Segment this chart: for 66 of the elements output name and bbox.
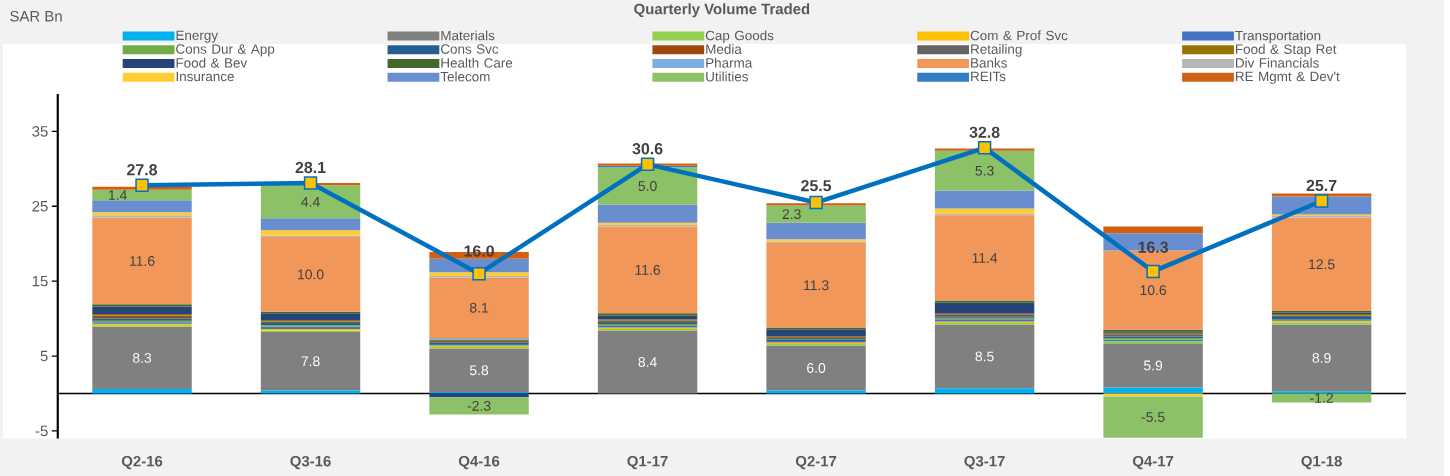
chart-title: Quarterly Volume Traded xyxy=(634,3,810,18)
y-tick-label: 35 xyxy=(32,125,48,137)
x-tick-label: Q2-16 xyxy=(121,455,163,470)
data-label: 8.3 xyxy=(132,352,152,363)
data-label: -2.3 xyxy=(467,400,491,411)
legend-label: Cons Svc xyxy=(441,44,499,54)
data-label: 25.5 xyxy=(801,179,832,192)
data-label: 2.3 xyxy=(782,209,801,219)
legend-label: Cap Goods xyxy=(705,30,774,43)
data-label: 11.6 xyxy=(635,264,660,275)
data-label: 6.0 xyxy=(807,362,826,373)
data-label: 5.8 xyxy=(469,365,489,376)
legend-label: Materials xyxy=(441,30,495,41)
data-label: 10.0 xyxy=(298,269,324,280)
legend-label: Food & Bev xyxy=(176,57,248,68)
legend-label: Insurance xyxy=(176,71,234,82)
x-tick-label: Q4-16 xyxy=(458,455,500,470)
y-tick-label: 25 xyxy=(32,200,48,212)
data-label: 11.3 xyxy=(804,280,829,291)
legend-label: Transportation xyxy=(1235,30,1321,43)
data-label: 7.8 xyxy=(301,356,320,367)
y-tick-label: 5 xyxy=(40,350,48,362)
legend-label: Telecom xyxy=(440,71,490,82)
data-label: 11.6 xyxy=(130,255,155,266)
x-tick-label: Q1-18 xyxy=(1301,455,1342,470)
legend-label: Media xyxy=(706,43,742,54)
x-tick-label: Q1-17 xyxy=(627,455,668,470)
data-label: 4.4 xyxy=(301,196,320,207)
data-label: 5.0 xyxy=(638,180,657,191)
x-tick-label: Q3-16 xyxy=(290,455,331,470)
y-axis-title: SAR Bn xyxy=(10,10,62,22)
data-label: 8.5 xyxy=(975,351,994,362)
legend-label: Utilities xyxy=(706,71,748,82)
legend-label: Retailing xyxy=(971,43,1022,57)
data-label: 11.4 xyxy=(972,253,998,263)
data-label: -5.5 xyxy=(1141,412,1165,422)
x-tick-label: Q2-17 xyxy=(795,455,837,470)
data-label: 25.7 xyxy=(1306,179,1337,191)
data-label: 16.3 xyxy=(1138,241,1169,253)
legend-label: Com & Prof Svc xyxy=(970,30,1068,41)
data-label: 27.8 xyxy=(127,163,158,176)
x-tick-label: Q4-17 xyxy=(1132,455,1174,470)
data-label: 30.6 xyxy=(632,142,663,155)
data-label: -1.2 xyxy=(1310,392,1333,403)
data-label: 1.4 xyxy=(109,190,127,200)
data-label: 10.6 xyxy=(1140,285,1167,295)
legend-label: Pharma xyxy=(706,57,753,68)
data-label: 12.5 xyxy=(1309,259,1335,270)
data-label: 8.4 xyxy=(638,356,657,367)
legend-label: Cons Dur & App xyxy=(176,44,275,57)
legend-label: RE Mgmt & Dev't xyxy=(1236,71,1340,84)
legend-label: REITs xyxy=(971,71,1006,82)
data-label: 8.9 xyxy=(1312,352,1331,363)
y-tick-label: -5 xyxy=(35,425,48,437)
y-tick-label: 15 xyxy=(32,275,48,287)
legend-label: Energy xyxy=(176,30,219,43)
data-label: 5.3 xyxy=(975,165,994,176)
legend-label: Health Care xyxy=(441,57,513,68)
legend-label: Div Financials xyxy=(1236,57,1319,68)
data-label: 28.1 xyxy=(295,161,326,173)
legend-label: Banks xyxy=(971,57,1007,68)
data-label: 32.8 xyxy=(969,126,1000,138)
legend-label: Food & Stap Ret xyxy=(1236,43,1337,57)
x-tick-label: Q3-17 xyxy=(964,455,1005,470)
data-label: 8.1 xyxy=(469,302,489,313)
data-label: 5.9 xyxy=(1143,360,1163,371)
